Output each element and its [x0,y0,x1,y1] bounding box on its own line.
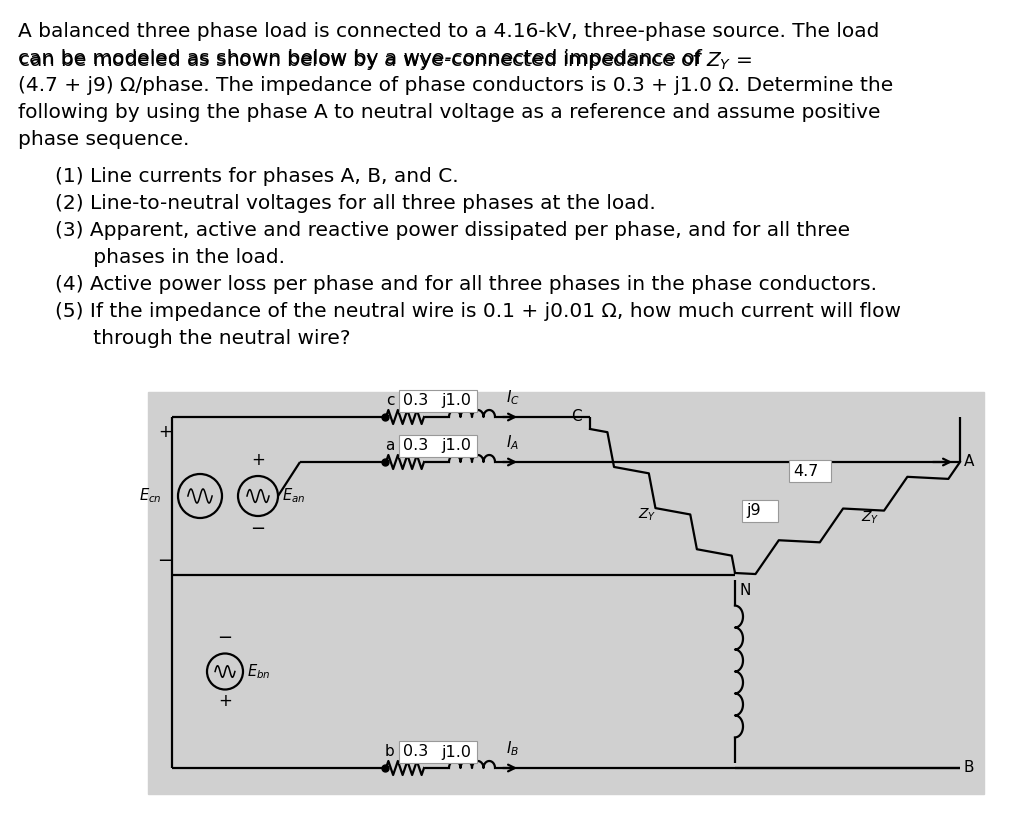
Text: 4.7: 4.7 [793,463,818,479]
Text: −: − [217,628,233,647]
Text: (4.7 + j9) Ω/phase. The impedance of phase conductors is 0.3 + j1.0 Ω. Determine: (4.7 + j9) Ω/phase. The impedance of pha… [18,76,893,95]
Bar [148,392,983,794]
Text: (2) Line-to-neutral voltages for all three phases at the load.: (2) Line-to-neutral voltages for all thr… [55,194,655,213]
Text: 0.3: 0.3 [403,438,429,453]
Text: phase sequence.: phase sequence. [18,130,189,149]
Text: (3) Apparent, active and reactive power dissipated per phase, and for all three: (3) Apparent, active and reactive power … [55,221,849,240]
Text: phases in the load.: phases in the load. [55,248,285,267]
Text: +: + [158,423,172,441]
Text: $I_B$: $I_B$ [506,740,519,758]
Text: −: − [250,520,265,538]
Text: +: + [251,451,265,469]
Text: 0.3: 0.3 [403,393,429,408]
Text: −: − [158,552,173,570]
Text: j1.0: j1.0 [441,745,471,759]
Text: (4) Active power loss per phase and for all three phases in the phase conductors: (4) Active power loss per phase and for … [55,275,877,294]
Text: c: c [385,393,394,408]
Text: $Z_Y$: $Z_Y$ [860,510,879,526]
Text: through the neutral wire?: through the neutral wire? [55,329,350,348]
Text: can be modeled as shown below by a wye-connected impedance of $Z_Y$ =: can be modeled as shown below by a wye-c… [18,49,751,72]
Text: b: b [384,745,394,759]
Text: $Z_Y$: $Z_Y$ [637,507,655,523]
Text: can be modeled as shown below by a wye-connected impedance of: can be modeled as shown below by a wye-c… [18,49,708,68]
Bar [399,390,477,412]
Text: A: A [963,455,974,470]
Text: +: + [217,692,232,710]
Bar [399,435,477,457]
Text: $I_A$: $I_A$ [506,433,519,452]
Text: N: N [739,583,750,598]
Bar [399,741,477,763]
Text: j1.0: j1.0 [441,393,471,408]
Text: B: B [963,760,974,775]
Text: $I_C$: $I_C$ [506,388,520,407]
Text: $E_{cn}$: $E_{cn}$ [140,486,162,505]
Text: C: C [571,409,581,424]
Text: $E_{bn}$: $E_{bn}$ [247,662,270,681]
Text: j1.0: j1.0 [441,438,471,453]
Text: j9: j9 [745,504,760,519]
Text: a: a [385,438,394,453]
Text: $E_{an}$: $E_{an}$ [282,486,305,505]
Text: (1) Line currents for phases A, B, and C.: (1) Line currents for phases A, B, and C… [55,167,458,186]
Text: following by using the phase A to neutral voltage as a reference and assume posi: following by using the phase A to neutra… [18,103,880,122]
Bar [741,500,777,522]
Text: A balanced three phase load is connected to a 4.16-kV, three-phase source. The l: A balanced three phase load is connected… [18,22,879,41]
Text: 0.3: 0.3 [403,745,429,759]
Bar [789,460,830,482]
Text: (5) If the impedance of the neutral wire is 0.1 + j0.01 Ω, how much current will: (5) If the impedance of the neutral wire… [55,302,900,321]
